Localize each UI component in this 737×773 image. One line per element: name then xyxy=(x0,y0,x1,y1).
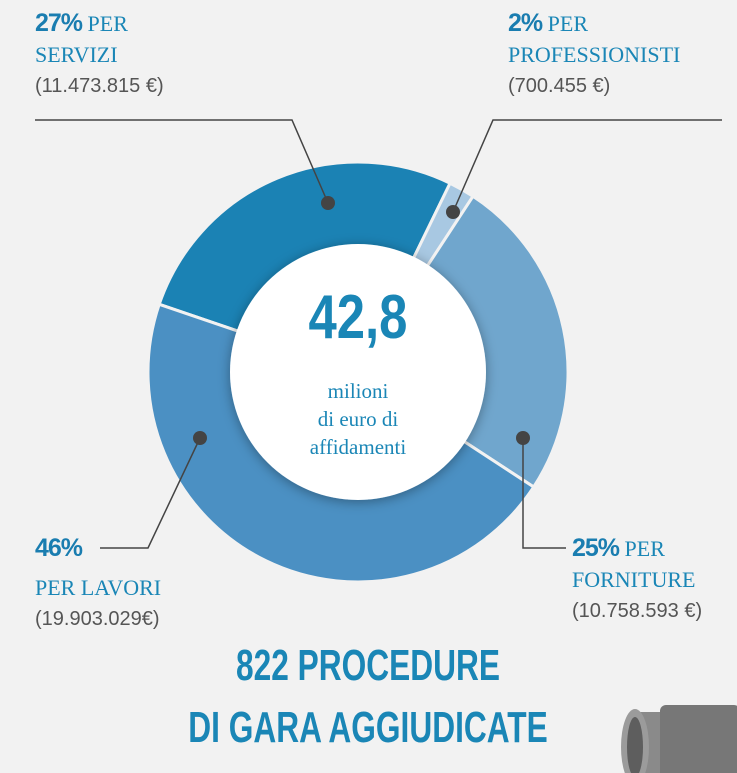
slice-category: PER SERVIZI xyxy=(35,11,128,67)
slice-amount: (10.758.593 €) xyxy=(572,600,703,622)
center-value: 42,8 xyxy=(309,283,408,352)
leader-line xyxy=(100,437,201,549)
footer-title: DI GARA AGGIUDICATE xyxy=(188,703,548,752)
slice-amount: (19.903.029€) xyxy=(35,608,160,630)
slice-category: PER PROFESSIONISTI xyxy=(508,11,681,67)
leader-dot xyxy=(321,196,335,210)
slice-percent: 27% xyxy=(35,9,83,37)
center-text: affidamenti xyxy=(310,435,407,459)
center-text: di euro di xyxy=(318,407,399,431)
footer-title: 822 PROCEDURE xyxy=(236,641,500,690)
pipe-icon xyxy=(621,705,737,773)
leader-dot xyxy=(446,205,460,219)
slice-label: 2% PER PROFESSIONISTI (700.455 €) xyxy=(508,8,733,102)
leader-dot xyxy=(516,431,530,445)
slice-amount: (11.473.815 €) xyxy=(35,75,164,97)
slice-category: PER LAVORI xyxy=(35,575,162,600)
slice-percent: 46% xyxy=(35,534,83,562)
leader-line xyxy=(452,119,722,213)
slice-category: PER FORNITURE xyxy=(572,536,696,592)
leader-line xyxy=(522,438,566,549)
slice-label: 27% PER SERVIZI (11.473.815 €) xyxy=(35,8,175,102)
slice-percent: 2% xyxy=(508,9,543,37)
slice-amount: (700.455 €) xyxy=(508,75,611,97)
center-text: milioni xyxy=(328,379,389,403)
slice-label: 25% PER FORNITURE (10.758.593 €) xyxy=(572,533,737,627)
donut-center xyxy=(230,244,486,500)
leader-dot xyxy=(193,431,207,445)
slice-label: 46% PER LAVORI (19.903.029€) xyxy=(35,533,235,635)
slice-percent: 25% xyxy=(572,534,620,562)
leader-line xyxy=(35,119,329,204)
